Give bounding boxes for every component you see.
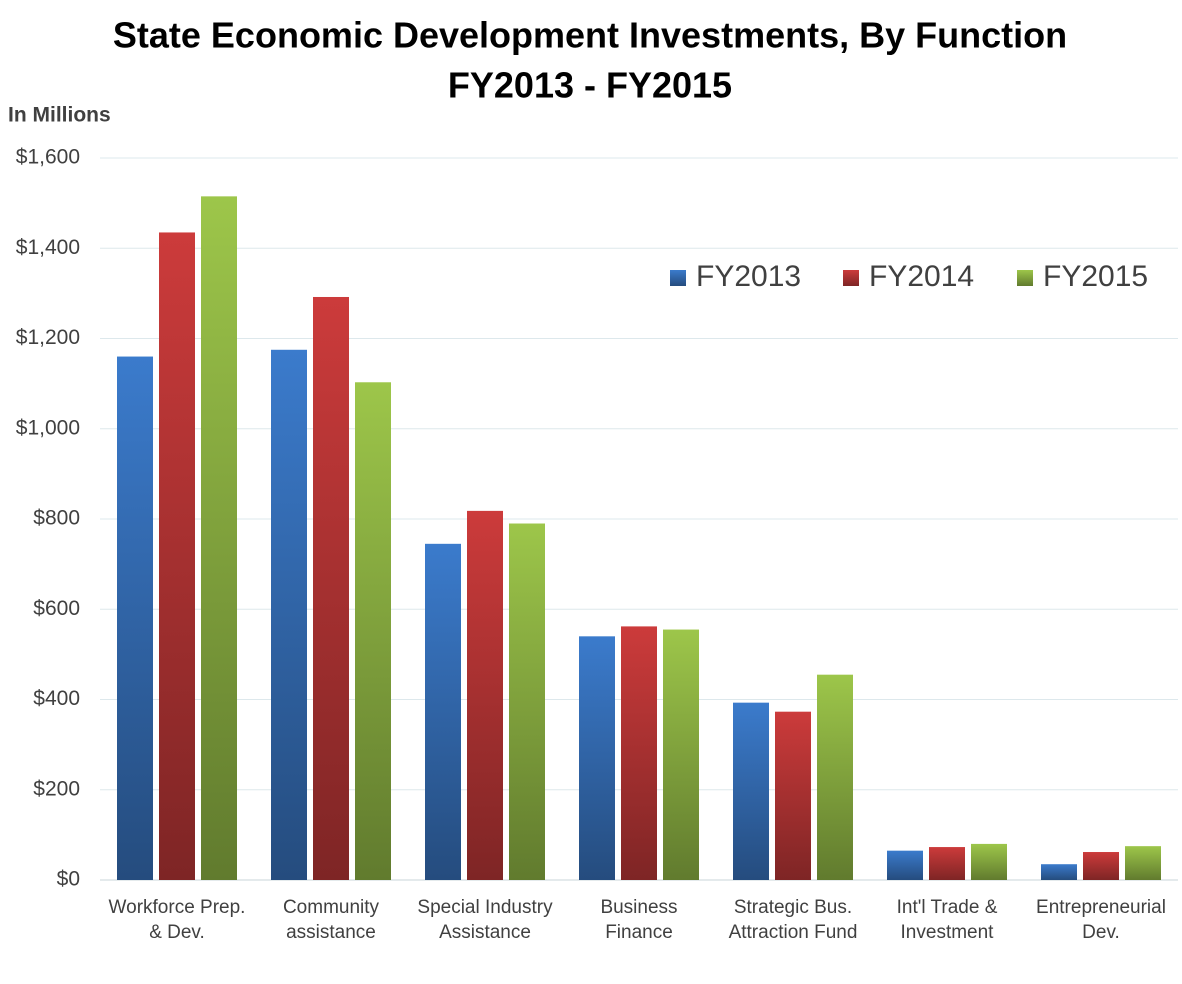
bar (425, 543, 461, 880)
x-tick-label: Strategic Bus. Attraction Fund (728, 897, 858, 943)
bar (467, 510, 503, 880)
legend-label: FY2014 (869, 260, 974, 293)
chart-title: State Economic Development Investments, … (113, 15, 1067, 56)
bar (887, 850, 923, 880)
legend-label: FY2013 (696, 260, 801, 293)
bar (1041, 864, 1077, 880)
x-tick-label: Entrepreneurial Dev. (1036, 897, 1166, 943)
legend-swatch (670, 270, 686, 286)
bar (117, 356, 153, 880)
bar (971, 843, 1007, 880)
y-tick-label: $400 (33, 687, 80, 710)
legend-swatch (843, 270, 859, 286)
bar (775, 711, 811, 880)
y-tick-label: $1,200 (16, 326, 80, 349)
bar (929, 847, 965, 880)
bar (313, 296, 349, 880)
bar (621, 626, 657, 880)
y-tick-label: $0 (57, 868, 80, 891)
x-tick-label: Workforce Prep. & Dev. (108, 897, 246, 943)
y-tick-label: $200 (33, 777, 80, 800)
bar (355, 382, 391, 880)
x-tick-label: Business Finance (600, 897, 678, 943)
y-tick-label: $600 (33, 597, 80, 620)
bar (579, 636, 615, 880)
x-tick-label: Int'l Trade & Investment (896, 897, 998, 943)
y-tick-label: $800 (33, 507, 80, 530)
y-tick-label: $1,000 (16, 416, 80, 439)
bar (1125, 846, 1161, 880)
legend-label: FY2015 (1043, 260, 1148, 293)
bar (663, 629, 699, 880)
y-tick-label: $1,600 (16, 146, 80, 169)
bar (1083, 852, 1119, 880)
y-axis-label: In Millions (8, 104, 111, 127)
y-tick-label: $1,400 (16, 236, 80, 259)
legend-swatch (1017, 270, 1033, 286)
bar (733, 702, 769, 880)
x-tick-label: Community assistance (282, 897, 380, 943)
bar (159, 232, 195, 881)
bar (509, 523, 545, 880)
x-tick-label: Special Industry Assistance (417, 897, 553, 943)
chart-subtitle: FY2013 - FY2015 (448, 65, 732, 106)
bar (817, 674, 853, 880)
bar (201, 196, 237, 880)
bar (271, 349, 307, 880)
